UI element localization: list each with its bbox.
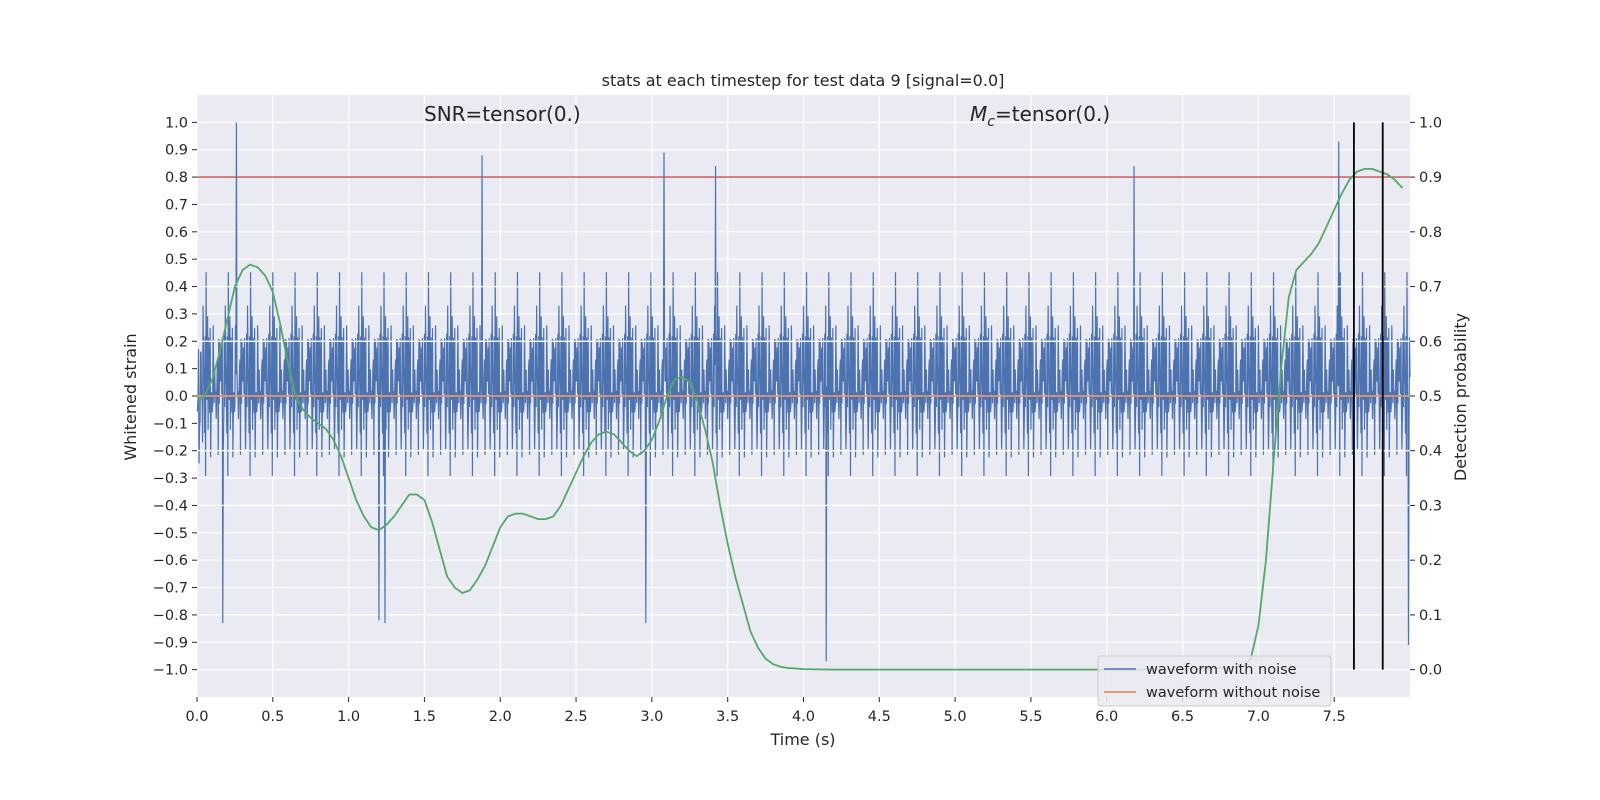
y2-axis-ticks: 1.0 0.9 0.8 0.7 0.6 0.5 0.4 0.3 0.2 0.1 0.0 — [1410, 115, 1442, 679]
series-waveform-with-noise — [196, 122, 1411, 662]
y-tick-label: −0.9 — [153, 635, 188, 651]
x-tick-label: 0.5 — [261, 709, 284, 725]
chart-title: stats at each timestep for test data 9 [… — [602, 71, 1005, 90]
y-tick-label: −0.6 — [153, 553, 188, 569]
x-tick-label: 3.5 — [716, 709, 739, 725]
y2-tick-label: 0.2 — [1419, 553, 1442, 569]
x-tick-label: 6.0 — [1095, 709, 1118, 725]
x-tick-label: 3.0 — [640, 709, 663, 725]
series-detection-probability — [196, 167, 1404, 671]
overlay-lines — [197, 176, 1410, 507]
x-tick-label: 0.0 — [185, 709, 208, 725]
y2-tick-label: 0.1 — [1419, 608, 1442, 624]
waveform-with-noise-line — [196, 122, 1411, 662]
y-tick-label: −0.7 — [153, 581, 188, 597]
y-tick-label: 0.4 — [165, 280, 188, 296]
y-tick-label: −0.5 — [153, 526, 188, 542]
legend-box — [1097, 655, 1332, 707]
legend-entry-clean: waveform without noise — [1146, 685, 1320, 701]
detection-probability-line — [196, 167, 1404, 671]
y2-tick-label: 0.6 — [1419, 334, 1442, 350]
x-tick-label: 1.5 — [413, 709, 436, 725]
x-tick-label: 7.0 — [1247, 709, 1270, 725]
x-tick-label: 5.0 — [944, 709, 967, 725]
y-tick-label: 0.9 — [165, 143, 188, 159]
y2-tick-label: 0.5 — [1419, 389, 1442, 405]
y2-tick-label: 0.7 — [1419, 280, 1442, 296]
x-tick-label: 4.0 — [792, 709, 815, 725]
vertical-lines — [1352, 122, 1384, 670]
y-tick-label: −0.4 — [153, 498, 188, 514]
y2-axis-label: Detection probability — [1451, 313, 1470, 481]
y-tick-label: 1.0 — [165, 115, 188, 131]
x-tick-label: 6.5 — [1171, 709, 1194, 725]
y-tick-label: 0.5 — [165, 252, 188, 268]
x-tick-label: 4.5 — [868, 709, 891, 725]
snr-annotation: SNR=tensor(0.) — [424, 102, 581, 126]
y-tick-label: 0.2 — [165, 334, 188, 350]
y-tick-label: 0.1 — [165, 362, 188, 378]
x-axis-label: Time (s) — [769, 730, 835, 749]
y2-tick-label: 1.0 — [1419, 115, 1442, 131]
y2-tick-label: 0.0 — [1419, 663, 1442, 679]
mc-value: =tensor(0.) — [995, 102, 1110, 126]
y-tick-label: −0.3 — [153, 471, 188, 487]
y-axis-ticks: 1.0 0.9 0.8 0.7 0.6 0.5 0.4 0.3 0.2 0.1 0.0 −0.1 −0.… — [153, 115, 197, 679]
x-tick-label: 7.5 — [1323, 709, 1346, 725]
x-axis-ticks: 0.0 0.5 1.0 1.5 2.0 2.5 3.0 3.5 4.0 4.5 5.0 5.5 6.0 6… — [185, 697, 1346, 725]
y-tick-label: −0.8 — [153, 608, 188, 624]
y2-tick-label: 0.4 — [1419, 444, 1442, 460]
y-tick-label: −0.2 — [153, 444, 188, 460]
y2-tick-label: 0.9 — [1419, 170, 1442, 186]
x-tick-label: 2.0 — [489, 709, 512, 725]
y-tick-label: 0.3 — [165, 307, 188, 323]
y2-tick-label: 0.3 — [1419, 498, 1442, 514]
y-tick-label: −1.0 — [153, 663, 188, 679]
x-tick-label: 1.0 — [337, 709, 360, 725]
mc-subscript: c — [987, 114, 995, 130]
y-tick-label: 0.8 — [165, 170, 188, 186]
x-tick-label: 5.5 — [1019, 709, 1042, 725]
y-tick-label: 0.6 — [165, 225, 188, 241]
y-tick-label: −0.1 — [153, 416, 188, 432]
mc-annotation: Mc=tensor(0.) — [970, 102, 1110, 130]
y-tick-label: 0.7 — [165, 197, 188, 213]
legend: waveform with noise waveform without noi… — [1097, 655, 1332, 707]
y-tick-label: 0.0 — [165, 389, 188, 405]
mc-symbol: M — [970, 102, 987, 126]
legend-entry-noise: waveform with noise — [1146, 662, 1297, 678]
y2-tick-label: 0.8 — [1419, 225, 1442, 241]
y-axis-label: Whitened strain — [121, 333, 140, 460]
x-tick-label: 2.5 — [565, 709, 588, 725]
